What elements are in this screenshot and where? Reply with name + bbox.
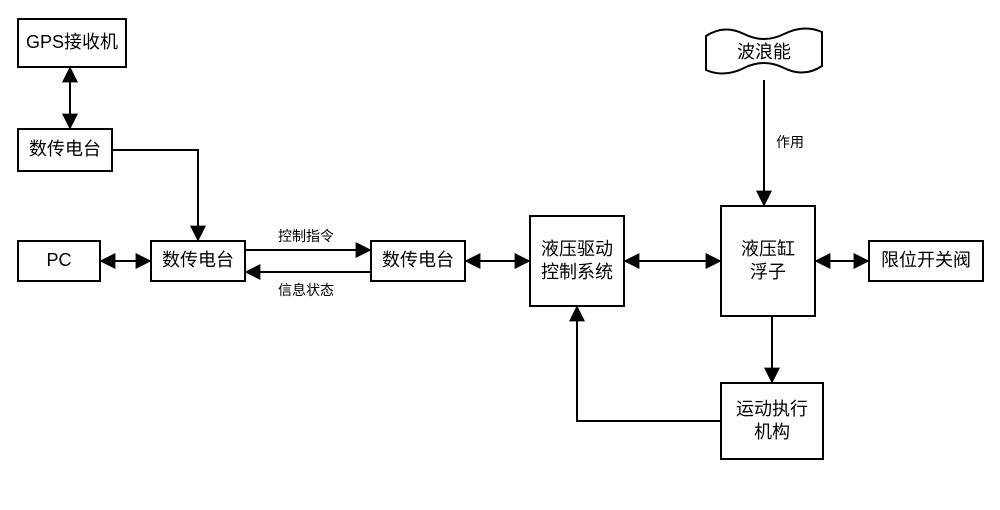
node-radio1-label: 数传电台 xyxy=(29,138,101,161)
edge-label-status: 信息状态 xyxy=(278,280,334,300)
edge-label-cmd-text: 控制指令 xyxy=(278,228,334,244)
node-radio2-label: 数传电台 xyxy=(162,249,234,272)
node-radio2: 数传电台 xyxy=(150,240,246,282)
node-pc: PC xyxy=(17,240,101,282)
node-wave-label: 波浪能 xyxy=(737,38,791,64)
diagram-canvas: GPS接收机 数传电台 PC 数传电台 数传电台 液压驱动 控制系统 液压缸 浮… xyxy=(0,0,1000,510)
edge-label-effect-text: 作用 xyxy=(776,134,804,150)
node-limit-label: 限位开关阀 xyxy=(881,249,971,272)
edge-label-effect: 作用 xyxy=(776,132,804,152)
node-pc-label: PC xyxy=(46,249,71,272)
node-float-label: 液压缸 浮子 xyxy=(741,238,795,285)
node-gps: GPS接收机 xyxy=(17,18,127,68)
node-float: 液压缸 浮子 xyxy=(720,205,816,317)
node-hyd-ctrl: 液压驱动 控制系统 xyxy=(529,215,625,307)
node-limit: 限位开关阀 xyxy=(868,240,984,282)
node-actuator-label: 运动执行 机构 xyxy=(736,398,808,445)
node-radio3: 数传电台 xyxy=(370,240,466,282)
node-wave: 波浪能 xyxy=(704,22,824,80)
edge-label-status-text: 信息状态 xyxy=(278,282,334,298)
node-radio3-label: 数传电台 xyxy=(382,249,454,272)
node-radio1: 数传电台 xyxy=(17,128,113,172)
node-actuator: 运动执行 机构 xyxy=(720,382,824,460)
node-hyd-ctrl-label: 液压驱动 控制系统 xyxy=(541,238,613,285)
node-gps-label: GPS接收机 xyxy=(26,31,118,54)
edge-label-cmd: 控制指令 xyxy=(278,226,334,246)
